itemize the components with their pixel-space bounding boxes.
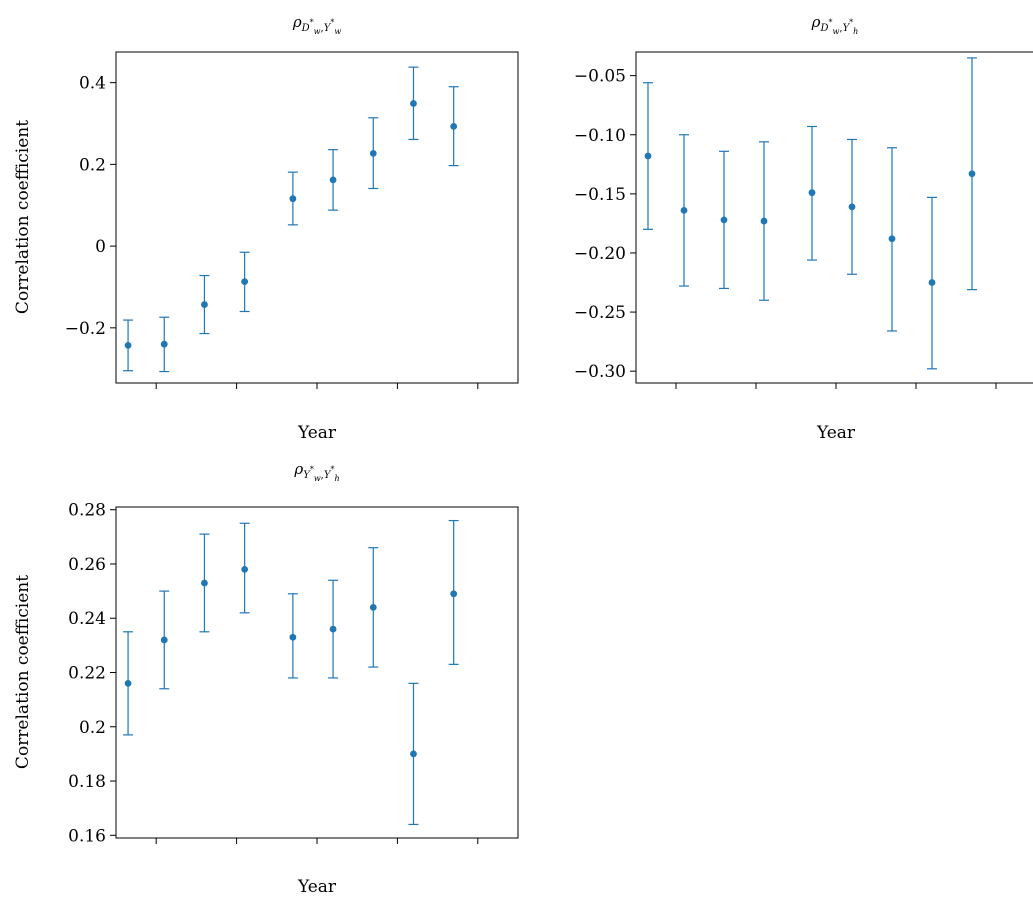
- x-axis-label: Year: [816, 423, 856, 443]
- data-point: [369, 149, 377, 157]
- plot-area-frame: [115, 506, 519, 839]
- data-point: [241, 278, 249, 286]
- data-point: [124, 342, 132, 349]
- data-point: [329, 625, 337, 633]
- panel-rho-dw-yh: ρD*w,Y*h −0.30−0.25−0.20−0.15−0.10−0.05 …: [574, 13, 1033, 443]
- x-axis: [155, 383, 479, 389]
- data-point: [329, 176, 337, 184]
- data-point: [644, 152, 652, 160]
- data-point: [450, 122, 458, 130]
- x-axis-label: Year: [297, 877, 337, 897]
- data-point: [289, 633, 297, 641]
- x-axis: [155, 838, 479, 844]
- series: [643, 57, 977, 370]
- data-point: [160, 636, 168, 644]
- y-tick-label: −0.10: [574, 126, 626, 146]
- y-axis-label: Correlation coefficient: [13, 575, 33, 769]
- y-tick-label: −0.15: [574, 185, 626, 205]
- plot-area-frame: [635, 51, 1033, 384]
- x-axis: [675, 383, 997, 389]
- data-point: [124, 679, 132, 687]
- y-tick-label: −0.20: [574, 244, 626, 264]
- data-point: [968, 170, 976, 178]
- y-tick-label: 0.4: [79, 74, 106, 94]
- panel-title: ρY*w,Y*h: [293, 460, 339, 483]
- y-tick-label: 0.24: [68, 609, 106, 629]
- y-tick-label: 0.18: [68, 772, 106, 792]
- data-point: [680, 207, 688, 214]
- data-point: [450, 590, 458, 598]
- data-point: [928, 279, 936, 286]
- plot-area-frame: [115, 51, 519, 384]
- data-point: [720, 216, 728, 224]
- data-point: [410, 750, 417, 758]
- data-point: [160, 340, 168, 348]
- data-point: [201, 579, 208, 587]
- data-point: [410, 100, 417, 107]
- y-tick-label: 0.28: [68, 501, 106, 521]
- data-point: [760, 217, 768, 225]
- y-tick-label: 0.26: [68, 555, 106, 575]
- y-tick-label: 0.2: [79, 155, 106, 175]
- data-point: [888, 235, 896, 243]
- data-point: [289, 195, 297, 203]
- y-tick-label: 0.2: [79, 718, 106, 738]
- series: [123, 66, 459, 373]
- data-point: [808, 189, 816, 197]
- series: [123, 519, 459, 826]
- y-tick-label: 0.22: [68, 664, 106, 684]
- panel-title: ρD*w,Y*h: [811, 13, 859, 36]
- data-point: [369, 603, 377, 611]
- panel-title: ρD*w,Y*w: [292, 13, 342, 36]
- y-tick-label: 0: [95, 237, 106, 257]
- y-tick-label: −0.25: [574, 303, 626, 323]
- y-tick-label: −0.30: [574, 362, 626, 382]
- y-tick-label: 0.16: [68, 826, 106, 846]
- data-point: [201, 301, 208, 308]
- y-tick-label: −0.05: [574, 67, 626, 87]
- y-axis: −0.2 0 0.2 0.4: [65, 74, 116, 339]
- data-point: [848, 203, 856, 211]
- panel-rho-dw-yw: ρD*w,Y*w −0.2 0 0.2 0.4 Year Correlation co…: [13, 13, 519, 443]
- y-tick-label: −0.2: [65, 319, 106, 339]
- y-axis-label: Correlation coefficient: [13, 120, 33, 314]
- x-axis-label: Year: [297, 423, 337, 443]
- panel-rho-yw-yh: ρY*w,Y*h 0.16 0.18 0.2 0.22 0.24 0.26 0.28 Yea…: [13, 460, 519, 897]
- y-axis: 0.16 0.18 0.2 0.22 0.24 0.26 0.28: [68, 501, 116, 846]
- y-axis: −0.30 −0.25 −0.20 −0.15 −0.10 −0.05: [574, 67, 636, 382]
- data-point: [241, 566, 249, 573]
